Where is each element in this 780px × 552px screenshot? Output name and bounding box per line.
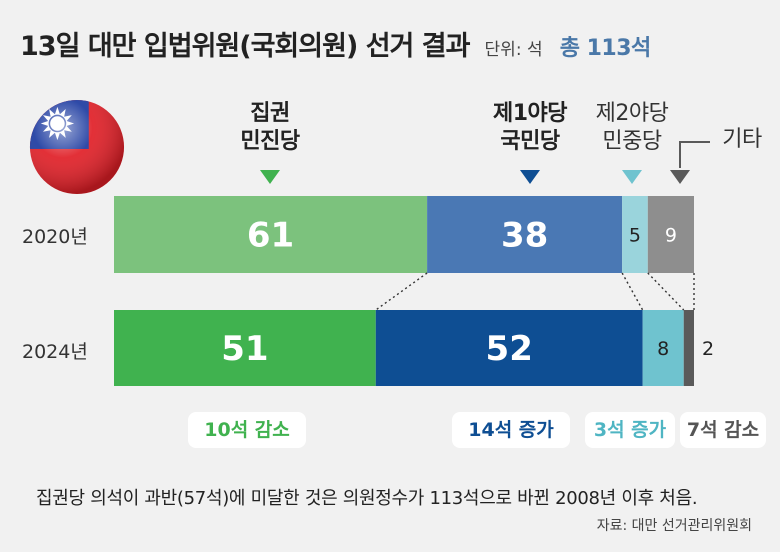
bar-others-2020 [647, 196, 694, 273]
marker-ruling [260, 170, 280, 184]
value-label-ruling-2020: 61 [247, 216, 294, 256]
marker-second-opposition [622, 170, 642, 184]
party-label-ruling: 집권 민진당 [220, 100, 320, 156]
bar-first-opposition-2024 [375, 310, 643, 386]
party-label-second-opposition-line2: 민중당 [602, 129, 662, 154]
taiwan-flag-icon [29, 99, 125, 195]
source-label: 자료: 대만 선거관리위원회 [596, 518, 752, 534]
bar-ruling-2020 [114, 196, 428, 273]
party-label-ruling-line2: 민진당 [240, 129, 300, 154]
value-label-first-opposition-2020: 38 [501, 216, 548, 256]
party-label-first-opposition-line2: 국민당 [500, 129, 560, 154]
party-label-first-opposition: 제1야당 국민당 [470, 100, 590, 156]
header: 13일 대만 입법위원(국회의원) 선거 결과 단위: 석 총 113석 [20, 24, 651, 63]
year-label-2020: 2020년 [22, 226, 88, 248]
value-label-others-2024: 2 [702, 338, 714, 360]
value-label-others-2020: 9 [665, 225, 677, 247]
connector-line [375, 272, 428, 311]
change-badge-first-opposition: 14석 증가 [452, 412, 570, 448]
change-badge-second-opposition: 3석 증가 [585, 412, 675, 448]
connector-line [647, 272, 685, 311]
value-label-first-opposition-2024: 52 [486, 329, 533, 369]
party-label-first-opposition-line1: 제1야당 [492, 101, 568, 126]
bar-first-opposition-2020 [427, 196, 623, 273]
unit-label: 단위: 석 [484, 40, 543, 60]
bar-others-2024 [683, 310, 694, 386]
bar-second-opposition-2020 [622, 196, 648, 273]
party-label-second-opposition: 제2야당 민중당 [578, 100, 686, 156]
party-label-ruling-line1: 집권 [250, 101, 290, 126]
year-label-2024: 2024년 [22, 341, 88, 363]
footnote: 집권당 의석이 과반(57석)에 미달한 것은 의원정수가 113석으로 바뀐 … [36, 488, 698, 509]
value-label-second-opposition-2024: 8 [657, 338, 669, 360]
connector-line [621, 272, 644, 311]
total-seats-label: 총 113석 [559, 36, 652, 61]
bar-second-opposition-2024 [642, 310, 684, 386]
chart-title: 13일 대만 입법위원(국회의원) 선거 결과 [20, 31, 470, 62]
party-label-second-opposition-line1: 제2야당 [595, 101, 669, 126]
value-label-second-opposition-2020: 5 [629, 225, 641, 247]
party-label-others: 기타 [722, 127, 762, 152]
marker-others [670, 170, 690, 184]
marker-first-opposition [520, 170, 540, 184]
change-badge-others: 7석 감소 [680, 412, 766, 448]
value-label-ruling-2024: 51 [221, 329, 268, 369]
bar-ruling-2024 [114, 310, 376, 386]
change-badge-ruling: 10석 감소 [188, 412, 306, 448]
